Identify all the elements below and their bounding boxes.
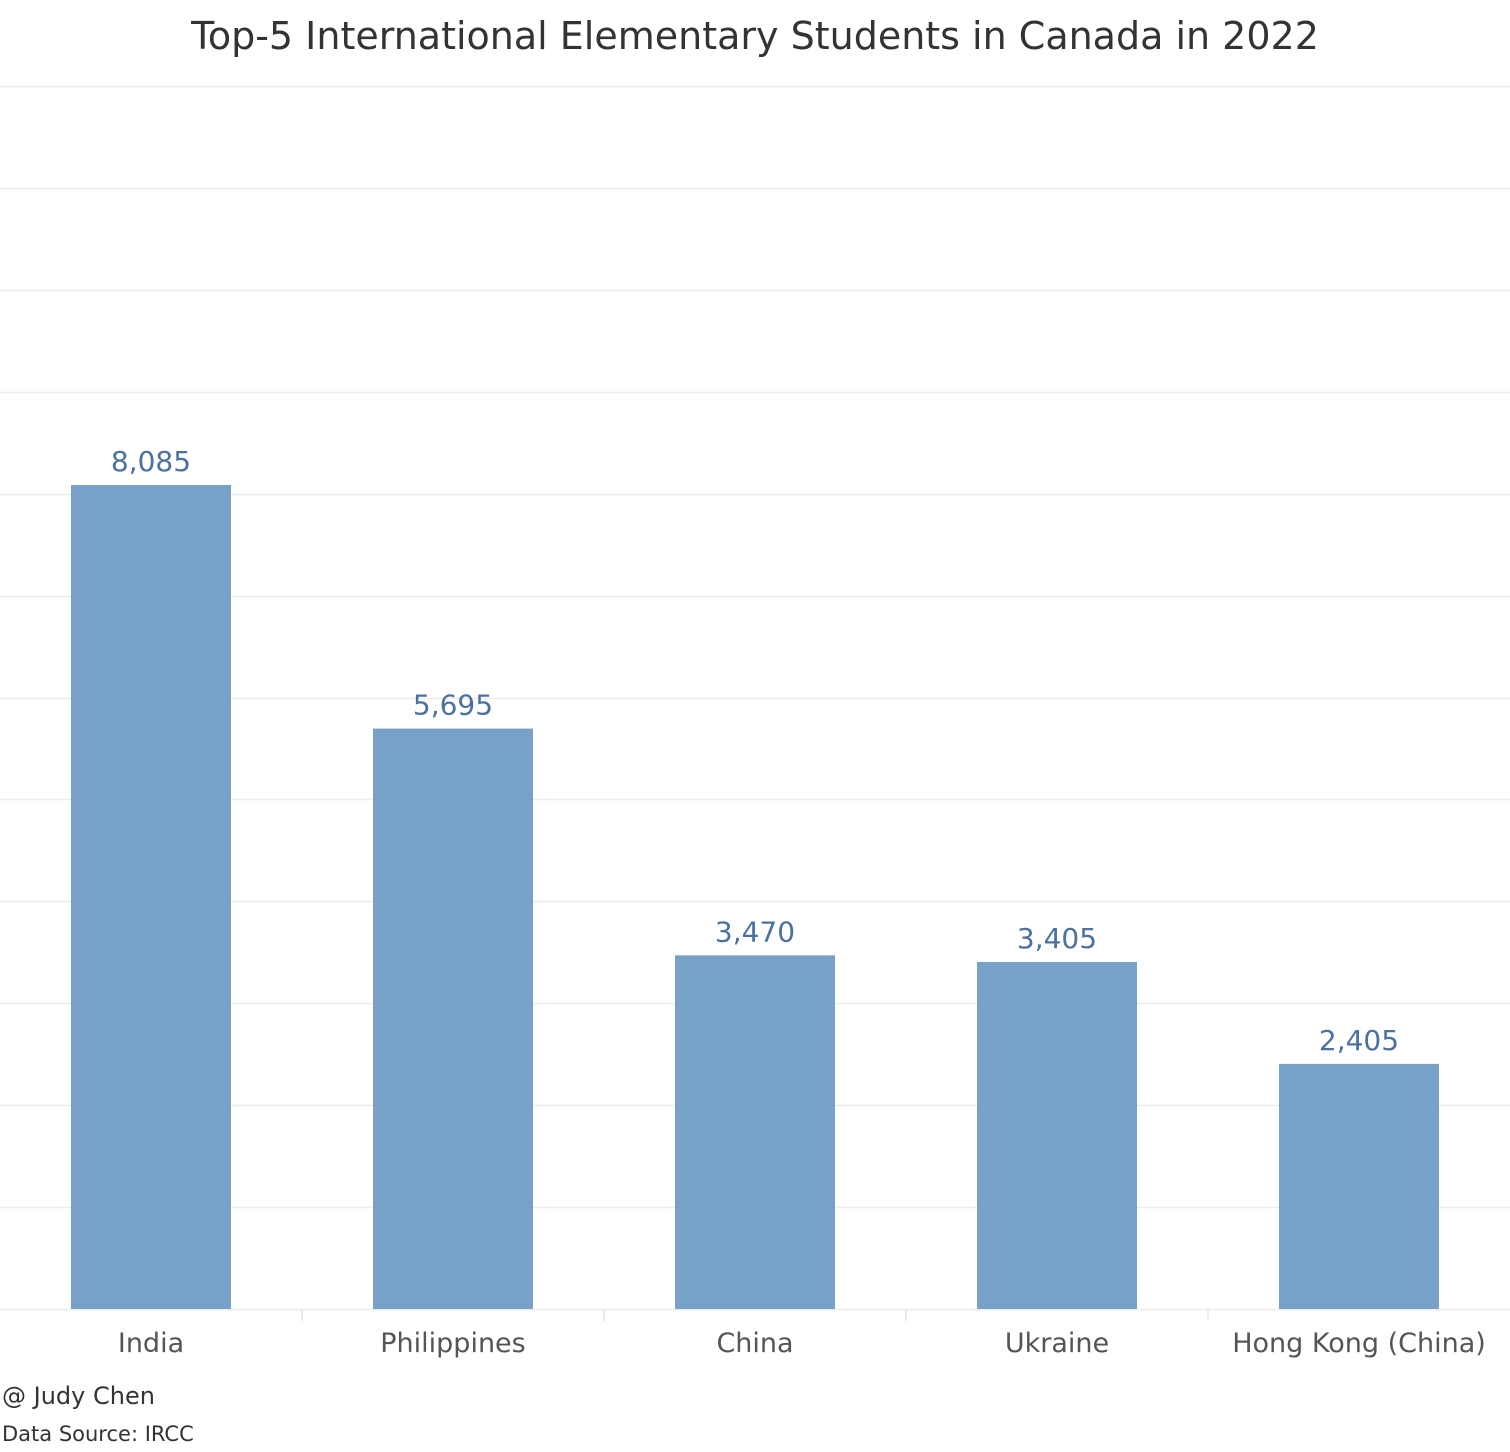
x-tick-label: India — [118, 1328, 184, 1359]
value-label: 3,405 — [1017, 922, 1097, 955]
value-labels: 8,085 5,695 3,470 3,405 2,405 — [111, 445, 1399, 1057]
bar-china — [675, 955, 835, 1309]
x-tick-label: Hong Kong (China) — [1232, 1328, 1486, 1359]
value-label: 8,085 — [111, 445, 191, 478]
x-axis: India Philippines China Ukraine Hong Kong (C… — [118, 1309, 1486, 1359]
x-tick-label: Ukraine — [1005, 1328, 1109, 1359]
bar-ukraine — [977, 961, 1137, 1309]
chart-title: Top-5 International Elementary Students … — [191, 14, 1319, 58]
value-label: 2,405 — [1319, 1024, 1399, 1057]
bar-philippines — [373, 728, 533, 1309]
author-credit: @ Judy Chen — [2, 1382, 155, 1410]
bars — [71, 485, 1439, 1309]
value-label: 3,470 — [715, 915, 795, 948]
bar-india — [71, 485, 231, 1309]
bar-hong-kong-china — [1279, 1063, 1439, 1309]
x-tick-label: Philippines — [380, 1328, 525, 1359]
value-label: 5,695 — [413, 689, 493, 722]
data-source-note: Data Source: IRCC — [2, 1422, 194, 1446]
x-tick-label: China — [716, 1328, 793, 1359]
